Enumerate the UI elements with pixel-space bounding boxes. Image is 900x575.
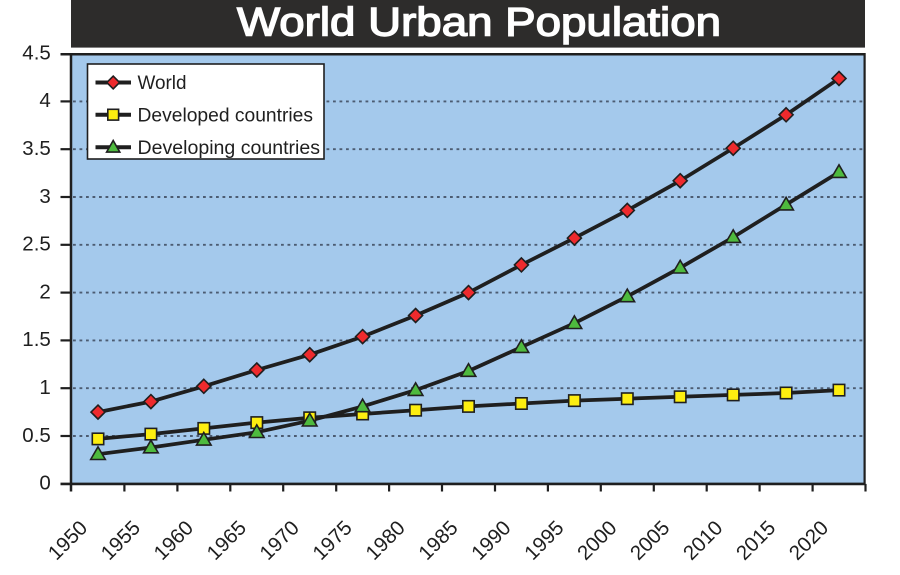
- svg-text:3: 3: [39, 185, 50, 208]
- svg-text:Developed countries: Developed countries: [138, 104, 314, 126]
- svg-text:Developing countries: Developing countries: [138, 137, 321, 159]
- svg-text:4.5: 4.5: [22, 41, 51, 64]
- svg-text:2: 2: [39, 280, 50, 303]
- svg-text:3.5: 3.5: [22, 137, 51, 160]
- svg-text:1: 1: [39, 376, 50, 399]
- svg-text:4: 4: [39, 89, 50, 112]
- svg-text:0.5: 0.5: [22, 424, 51, 447]
- svg-text:2.5: 2.5: [22, 233, 51, 256]
- svg-text:World Urban Population: World Urban Population: [237, 1, 721, 45]
- svg-text:0: 0: [39, 472, 50, 495]
- svg-text:World: World: [138, 72, 187, 94]
- svg-text:1.5: 1.5: [22, 328, 51, 351]
